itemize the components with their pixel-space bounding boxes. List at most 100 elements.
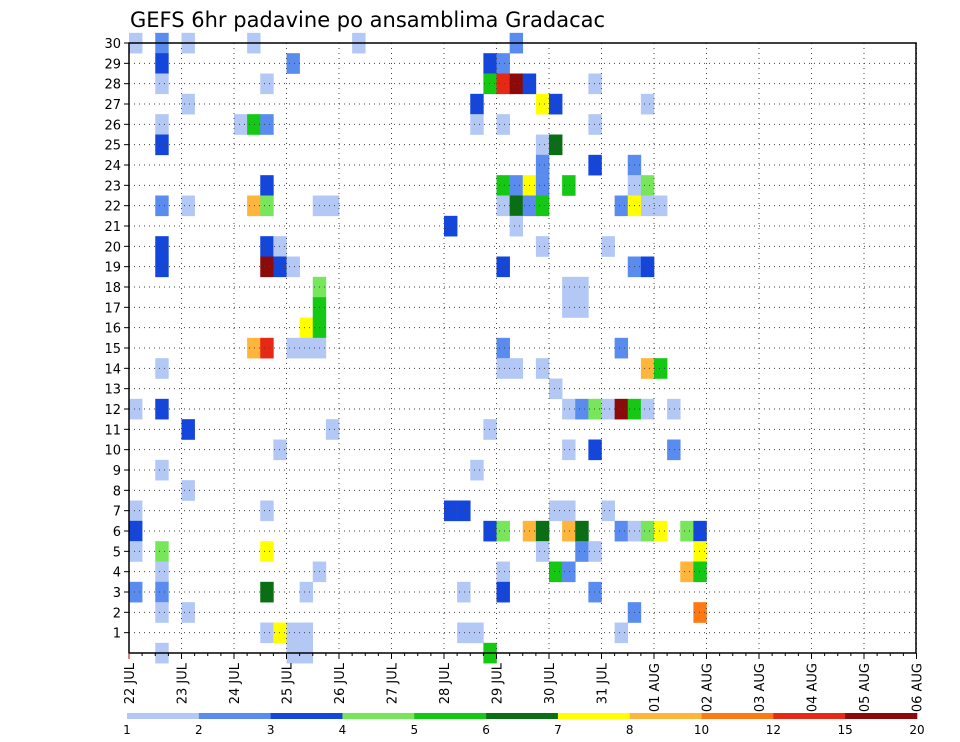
precip-cell bbox=[470, 93, 484, 115]
precip-cell bbox=[575, 297, 589, 318]
x-tick-label: 06 AUG bbox=[911, 663, 926, 712]
precip-cell bbox=[562, 276, 576, 298]
colorbar-segment bbox=[629, 713, 702, 719]
x-tick-label: 27 JUL bbox=[386, 662, 401, 704]
colorbar-label: 10 bbox=[694, 723, 709, 737]
precip-cell bbox=[640, 93, 655, 115]
precip-cell bbox=[496, 561, 510, 583]
precip-cell bbox=[496, 520, 510, 542]
colorbar-segment bbox=[342, 713, 415, 719]
precip-cell bbox=[509, 215, 524, 237]
x-tick-label: 30 JUL bbox=[543, 662, 558, 704]
precip-cell bbox=[680, 520, 694, 542]
precip-cell bbox=[483, 73, 497, 95]
precip-cell bbox=[260, 256, 274, 278]
precip-cell bbox=[325, 419, 340, 440]
precip-cell bbox=[509, 175, 524, 196]
precip-cell bbox=[129, 581, 143, 603]
precip-cell bbox=[155, 581, 169, 603]
heatmap-cells bbox=[129, 32, 707, 664]
precip-cell bbox=[234, 114, 248, 135]
colorbar-label: 3 bbox=[267, 723, 275, 737]
colorbar-segment bbox=[198, 713, 271, 719]
precip-cell bbox=[457, 500, 471, 522]
precip-cell bbox=[535, 134, 550, 156]
y-tick-label: 20 bbox=[104, 240, 121, 255]
precip-cell bbox=[483, 419, 497, 440]
precip-cell bbox=[496, 175, 510, 196]
precip-cell bbox=[260, 541, 274, 562]
x-tick-label: 25 JUL bbox=[281, 662, 296, 704]
y-tick-label: 14 bbox=[104, 362, 121, 377]
grid-lines bbox=[129, 42, 917, 653]
precip-cell bbox=[181, 93, 195, 115]
precip-cell bbox=[640, 256, 655, 278]
precip-cell bbox=[286, 256, 300, 278]
precip-cell bbox=[588, 114, 602, 135]
colorbar-label: 4 bbox=[339, 723, 347, 737]
colorbar-label: 1 bbox=[123, 723, 131, 737]
precip-cell bbox=[299, 622, 314, 644]
precip-cell bbox=[260, 114, 274, 135]
precip-cell bbox=[601, 500, 615, 522]
precip-cell bbox=[273, 439, 287, 461]
x-axis: 22 JUL 23 JUL 24 JUL 25 JUL 26 JUL 27 JUL 28 J… bbox=[123, 653, 926, 712]
precip-cell bbox=[155, 73, 169, 95]
precip-cell bbox=[640, 175, 655, 196]
precip-cell bbox=[509, 358, 524, 379]
precip-cell bbox=[640, 358, 655, 379]
x-tick-label: 26 JUL bbox=[333, 662, 348, 704]
y-tick-label: 22 bbox=[104, 200, 121, 215]
precip-cell bbox=[575, 541, 589, 562]
precip-cell bbox=[496, 73, 510, 95]
precip-cell bbox=[155, 53, 169, 74]
y-tick-label: 3 bbox=[113, 586, 121, 601]
precip-cell bbox=[614, 195, 629, 217]
y-tick-label: 25 bbox=[104, 139, 121, 154]
precip-cell bbox=[260, 500, 274, 522]
precip-cell bbox=[693, 602, 707, 623]
precip-cell bbox=[588, 398, 602, 420]
precip-cell bbox=[562, 561, 576, 583]
x-tick-label: 23 JUL bbox=[176, 662, 191, 704]
precip-cell bbox=[535, 236, 550, 257]
colorbar-segment bbox=[557, 713, 631, 719]
colorbar-label: 15 bbox=[838, 723, 853, 737]
x-tick-label: 02 AUG bbox=[701, 663, 716, 712]
y-tick-label: 11 bbox=[104, 423, 121, 438]
precip-cell bbox=[181, 195, 195, 217]
colorbar-label: 6 bbox=[482, 723, 490, 737]
y-tick-label: 9 bbox=[113, 464, 121, 479]
precip-cell bbox=[667, 439, 681, 461]
precip-cell bbox=[483, 520, 497, 542]
precip-cell bbox=[496, 53, 510, 74]
precip-cell bbox=[680, 561, 694, 583]
x-tick-label: 24 JUL bbox=[228, 662, 243, 704]
precip-cell bbox=[614, 622, 629, 644]
precip-cell bbox=[640, 520, 655, 542]
precip-cell bbox=[299, 337, 314, 359]
y-tick-label: 19 bbox=[104, 261, 121, 276]
precip-cell bbox=[181, 602, 195, 623]
precip-cell bbox=[509, 195, 524, 217]
precip-cell bbox=[155, 134, 169, 156]
precip-cell bbox=[535, 520, 550, 542]
precip-cell bbox=[588, 73, 602, 95]
y-tick-label: 10 bbox=[104, 444, 121, 459]
colorbar-segment bbox=[270, 713, 343, 719]
precip-cell bbox=[129, 500, 143, 522]
precip-cell bbox=[640, 195, 655, 217]
colorbar-segment bbox=[701, 713, 774, 719]
precip-cell bbox=[155, 459, 169, 481]
precip-cell bbox=[575, 520, 589, 542]
colorbar-label: 12 bbox=[766, 723, 781, 737]
precip-cell bbox=[562, 398, 576, 420]
y-tick-label: 2 bbox=[113, 606, 121, 621]
precip-cell bbox=[444, 500, 458, 522]
precip-cell bbox=[155, 398, 169, 420]
precip-cell bbox=[129, 520, 143, 542]
precip-cell bbox=[562, 439, 576, 461]
precip-cell bbox=[457, 581, 471, 603]
precip-cell bbox=[588, 541, 602, 562]
